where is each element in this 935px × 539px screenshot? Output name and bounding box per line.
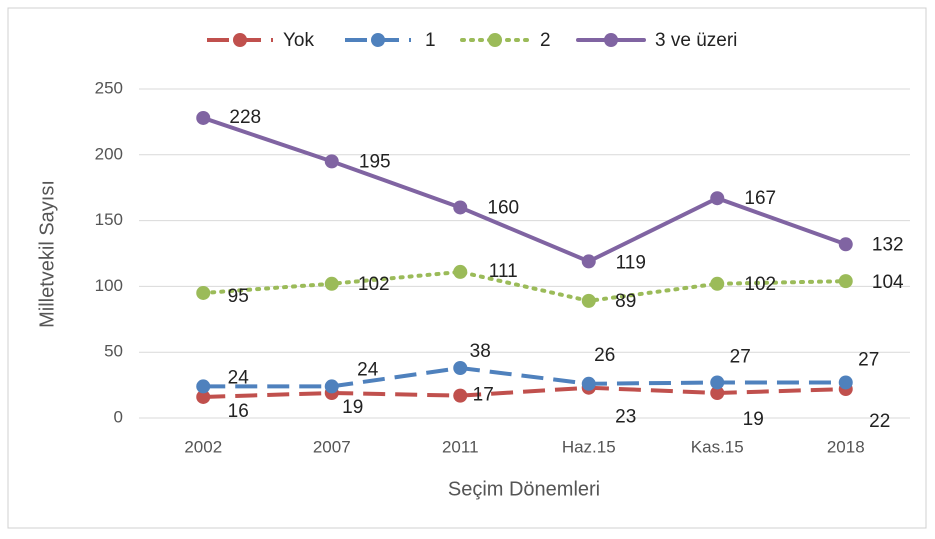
legend-label: 1 <box>425 30 436 51</box>
marker <box>324 379 339 394</box>
y-tick-label: 150 <box>95 210 123 229</box>
marker <box>710 375 725 390</box>
legend-marker <box>233 33 247 47</box>
marker <box>196 110 211 125</box>
data-label: 22 <box>869 411 890 432</box>
marker <box>453 388 468 403</box>
line <box>203 385 846 399</box>
marker <box>838 237 853 252</box>
marker <box>581 293 596 308</box>
x-tick-label: Kas.15 <box>691 437 744 456</box>
data-label: 195 <box>359 151 391 172</box>
data-label: 27 <box>730 346 751 367</box>
y-tick-label: 50 <box>104 342 123 361</box>
data-label: 24 <box>357 359 379 380</box>
data-label: 102 <box>744 274 776 295</box>
marker <box>581 254 596 269</box>
y-tick-label: 0 <box>114 407 123 426</box>
line <box>201 115 848 264</box>
data-label: 102 <box>358 274 390 295</box>
y-tick-label: 200 <box>95 144 123 163</box>
marker <box>453 200 468 215</box>
marker <box>838 375 853 390</box>
data-label: 89 <box>615 291 636 312</box>
legend-label: 2 <box>540 30 551 51</box>
marker <box>710 191 725 206</box>
data-label: 111 <box>489 261 518 282</box>
y-tick-label: 100 <box>95 276 123 295</box>
data-label: 19 <box>342 397 363 418</box>
marker <box>324 276 339 291</box>
data-label: 17 <box>473 385 494 406</box>
legend-label: Yok <box>283 30 314 51</box>
line <box>203 365 846 389</box>
data-label: 160 <box>487 197 519 218</box>
y-axis-label: Milletvekil Sayısı <box>36 180 58 328</box>
data-label: 95 <box>228 286 249 307</box>
marker <box>581 376 596 391</box>
data-label: 26 <box>594 345 615 366</box>
data-label: 132 <box>872 234 904 255</box>
chart-border <box>7 7 927 529</box>
data-label: 19 <box>743 409 764 430</box>
marker <box>710 385 725 400</box>
data-label: 119 <box>616 252 646 273</box>
legend-label: 3 ve üzeri <box>655 30 737 51</box>
x-tick-label: 2018 <box>827 437 865 456</box>
marker <box>196 379 211 394</box>
marker <box>453 264 468 279</box>
line <box>201 269 848 303</box>
legend-marker <box>604 33 618 47</box>
x-axis-label: Seçim Dönemleri <box>448 478 600 500</box>
data-label: 24 <box>228 367 250 388</box>
data-label: 23 <box>615 407 636 428</box>
y-tick-label: 250 <box>95 78 123 97</box>
marker <box>196 285 211 300</box>
marker <box>838 274 853 289</box>
data-label: 38 <box>470 341 491 362</box>
legend-marker <box>488 33 502 47</box>
x-tick-label: 2007 <box>313 437 351 456</box>
x-tick-label: 2002 <box>184 437 222 456</box>
data-label: 167 <box>744 188 776 209</box>
data-label: 27 <box>858 349 879 370</box>
legend-marker <box>371 33 385 47</box>
marker <box>196 389 211 404</box>
marker <box>710 276 725 291</box>
data-label: 104 <box>872 272 904 293</box>
x-tick-label: Haz.15 <box>562 437 616 456</box>
marker <box>324 154 339 169</box>
data-label: 16 <box>228 401 249 422</box>
x-tick-label: 2011 <box>442 437 479 456</box>
marker <box>453 360 468 375</box>
data-label: 228 <box>229 107 261 128</box>
